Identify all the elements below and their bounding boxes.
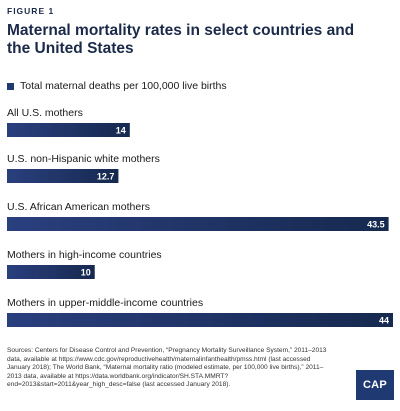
bar [7, 217, 389, 231]
bar [7, 123, 130, 137]
category-label: All U.S. mothers [7, 107, 83, 119]
cap-logo: CAP [356, 370, 394, 400]
bar-value-label: 44 [379, 316, 389, 326]
bar [7, 169, 119, 183]
bar-value-label: 12.7 [97, 172, 115, 182]
bar-chart: All U.S. mothers 14 U.S. non-Hispanic whit… [7, 107, 393, 327]
chart-title: Maternal mortality rates in select count… [7, 22, 355, 57]
legend: Total maternal deaths per 100,000 live b… [7, 80, 227, 92]
sources-note: Sources: Centers for Disease Control and… [7, 347, 327, 389]
bar [7, 313, 393, 327]
category-label: Mothers in upper-middle-income countries [7, 297, 203, 309]
legend-swatch [7, 82, 14, 90]
category-label: U.S. African American mothers [7, 201, 150, 213]
figure-label: FIGURE 1 [7, 6, 55, 16]
bar-value-label: 43.5 [367, 220, 385, 230]
category-label: Mothers in high-income countries [7, 249, 162, 261]
bar-value-label: 14 [116, 126, 126, 136]
bar [7, 265, 95, 279]
category-label: U.S. non-Hispanic white mothers [7, 153, 160, 165]
bar-value-label: 10 [81, 268, 91, 278]
legend-label: Total maternal deaths per 100,000 live b… [20, 80, 227, 92]
